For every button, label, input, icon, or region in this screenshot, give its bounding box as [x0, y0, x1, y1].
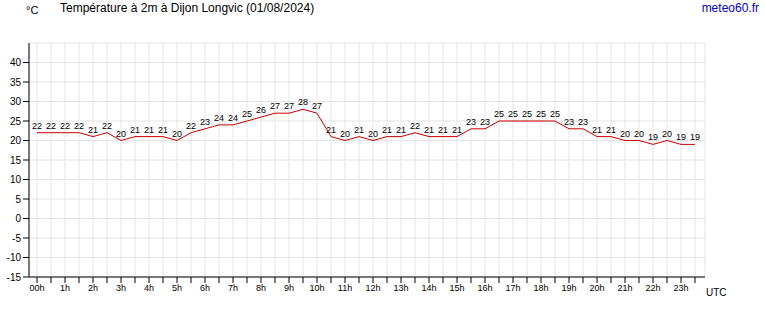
svg-text:21: 21	[438, 125, 448, 135]
html-text:°C: °C	[26, 4, 39, 16]
svg-text:20: 20	[116, 129, 126, 139]
svg-text:19: 19	[676, 132, 686, 142]
svg-text:25: 25	[522, 109, 532, 119]
svg-text:20: 20	[368, 129, 378, 139]
svg-text:0: 0	[15, 213, 21, 224]
svg-text:7h: 7h	[228, 283, 238, 293]
svg-text:21h: 21h	[617, 283, 632, 293]
svg-text:15: 15	[10, 155, 22, 166]
svg-text:6h: 6h	[200, 283, 210, 293]
svg-text:15h: 15h	[449, 283, 464, 293]
svg-text:1h: 1h	[60, 283, 70, 293]
svg-text:27: 27	[284, 101, 294, 111]
svg-text:21: 21	[424, 125, 434, 135]
svg-text:24: 24	[214, 113, 224, 123]
html-text:meteo60.fr: meteo60.fr	[701, 1, 759, 15]
svg-text:5h: 5h	[172, 283, 182, 293]
svg-text:21: 21	[606, 125, 616, 135]
svg-text:10h: 10h	[309, 283, 324, 293]
svg-text:17h: 17h	[505, 283, 520, 293]
svg-text:25: 25	[508, 109, 518, 119]
html-text:Température à 2m à Dijon Longv: Température à 2m à Dijon Longvic (01/08/…	[60, 1, 315, 15]
svg-text:23: 23	[564, 117, 574, 127]
svg-text:3h: 3h	[116, 283, 126, 293]
svg-text:27: 27	[312, 101, 322, 111]
svg-text:4h: 4h	[144, 283, 154, 293]
svg-text:21: 21	[354, 125, 364, 135]
svg-text:23: 23	[578, 117, 588, 127]
svg-text:8h: 8h	[256, 283, 266, 293]
svg-text:20: 20	[172, 129, 182, 139]
svg-text:5: 5	[15, 194, 21, 205]
svg-text:20: 20	[340, 129, 350, 139]
svg-text:40: 40	[10, 57, 22, 68]
svg-text:19: 19	[690, 132, 700, 142]
svg-text:22h: 22h	[645, 283, 660, 293]
svg-text:25: 25	[550, 109, 560, 119]
svg-text:-15: -15	[8, 272, 21, 283]
svg-text:22: 22	[46, 121, 56, 131]
svg-text:30: 30	[10, 96, 22, 107]
svg-text:21: 21	[452, 125, 462, 135]
svg-text:21: 21	[592, 125, 602, 135]
svg-text:10: 10	[10, 174, 22, 185]
svg-text:23: 23	[200, 117, 210, 127]
svg-text:21: 21	[382, 125, 392, 135]
svg-text:22: 22	[60, 121, 70, 131]
html-text:UTC: UTC	[706, 287, 727, 298]
svg-text:22: 22	[74, 121, 84, 131]
svg-text:18h: 18h	[533, 283, 548, 293]
svg-text:19h: 19h	[561, 283, 576, 293]
svg-text:25: 25	[10, 116, 22, 127]
svg-text:26: 26	[256, 105, 266, 115]
svg-text:12h: 12h	[365, 283, 380, 293]
svg-text:22: 22	[410, 121, 420, 131]
svg-text:20: 20	[662, 129, 672, 139]
svg-text:20h: 20h	[589, 283, 604, 293]
svg-text:21: 21	[144, 125, 154, 135]
svg-text:22: 22	[102, 121, 112, 131]
svg-text:19: 19	[648, 132, 658, 142]
svg-text:21: 21	[396, 125, 406, 135]
svg-text:20: 20	[620, 129, 630, 139]
svg-text:2h: 2h	[88, 283, 98, 293]
svg-text:23: 23	[480, 117, 490, 127]
svg-text:21: 21	[158, 125, 168, 135]
svg-text:35: 35	[10, 77, 22, 88]
svg-text:28: 28	[298, 97, 308, 107]
svg-text:21: 21	[130, 125, 140, 135]
svg-text:21: 21	[326, 125, 336, 135]
svg-text:16h: 16h	[477, 283, 492, 293]
svg-text:11h: 11h	[338, 283, 352, 293]
svg-text:25: 25	[536, 109, 546, 119]
svg-text:23h: 23h	[673, 283, 688, 293]
svg-text:13h: 13h	[393, 283, 408, 293]
svg-text:23: 23	[466, 117, 476, 127]
svg-text:20: 20	[10, 135, 22, 146]
svg-text:22: 22	[32, 121, 42, 131]
svg-text:-5: -5	[12, 233, 21, 244]
svg-text:27: 27	[270, 101, 280, 111]
svg-text:9h: 9h	[284, 283, 294, 293]
svg-text:25: 25	[494, 109, 504, 119]
svg-text:25: 25	[242, 109, 252, 119]
svg-text:14h: 14h	[421, 283, 436, 293]
svg-text:20: 20	[634, 129, 644, 139]
svg-text:21: 21	[88, 125, 98, 135]
svg-text:00h: 00h	[29, 283, 44, 293]
svg-text:24: 24	[228, 113, 238, 123]
svg-text:-10: -10	[8, 252, 21, 263]
svg-text:22: 22	[186, 121, 196, 131]
